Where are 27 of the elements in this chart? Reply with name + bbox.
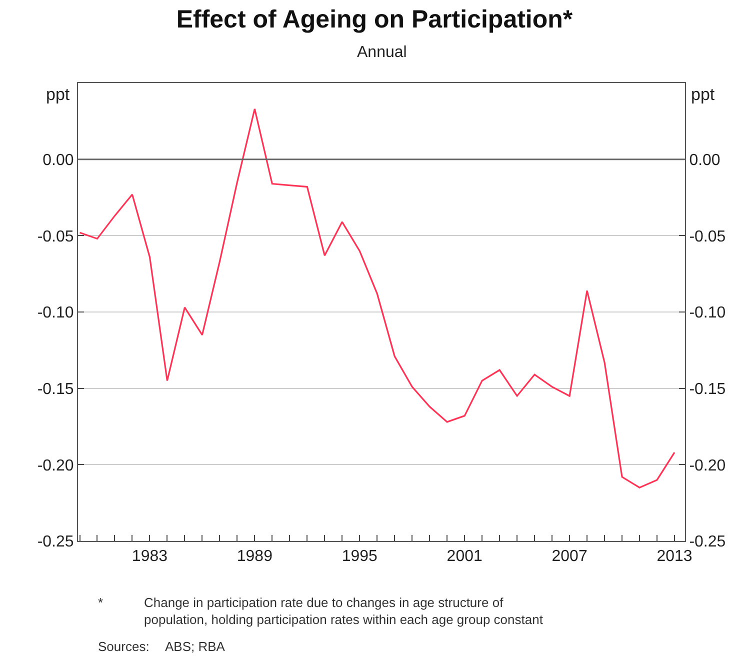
x-tick-label: 2013: [656, 548, 692, 566]
y-tick-label: -0.05: [37, 228, 74, 246]
y2-tick-label: -0.05: [689, 228, 726, 246]
x-tick-label: 2001: [446, 548, 482, 566]
x-tick-label: 2007: [552, 548, 588, 566]
y2-tick-label: 0.00: [689, 152, 720, 169]
y-axis-title: ppt: [46, 85, 70, 104]
y-tick-label: -0.25: [37, 534, 74, 551]
x-tick-label: 1983: [132, 548, 168, 566]
text: *: [98, 595, 104, 610]
y2-tick-label: -0.10: [689, 304, 726, 322]
chart-subtitle: Annual: [357, 44, 407, 61]
source-note: Sources:: [98, 639, 150, 654]
y-tick-label: -0.10: [37, 304, 74, 322]
line-series: [78, 108, 676, 488]
x-tick-label: 1989: [236, 548, 273, 566]
x-tick-label: 1995: [342, 548, 378, 566]
y-tick-label: 0.00: [42, 152, 74, 169]
chart-title: Effect of Ageing on Participation*: [176, 5, 573, 34]
y2-axis-title: ppt: [691, 85, 715, 104]
text: Change in participation rate due to changes in age structure of population, holding participation rates within each age group constant: [144, 595, 544, 627]
y2-tick-label: -0.20: [689, 457, 726, 474]
y-tick-label: -0.20: [37, 457, 74, 474]
y2-tick-label: -0.25: [689, 534, 726, 551]
text: ABS; RBA: [165, 639, 226, 654]
y2-tick-label: -0.15: [689, 380, 726, 398]
y-tick-label: -0.15: [37, 380, 74, 398]
